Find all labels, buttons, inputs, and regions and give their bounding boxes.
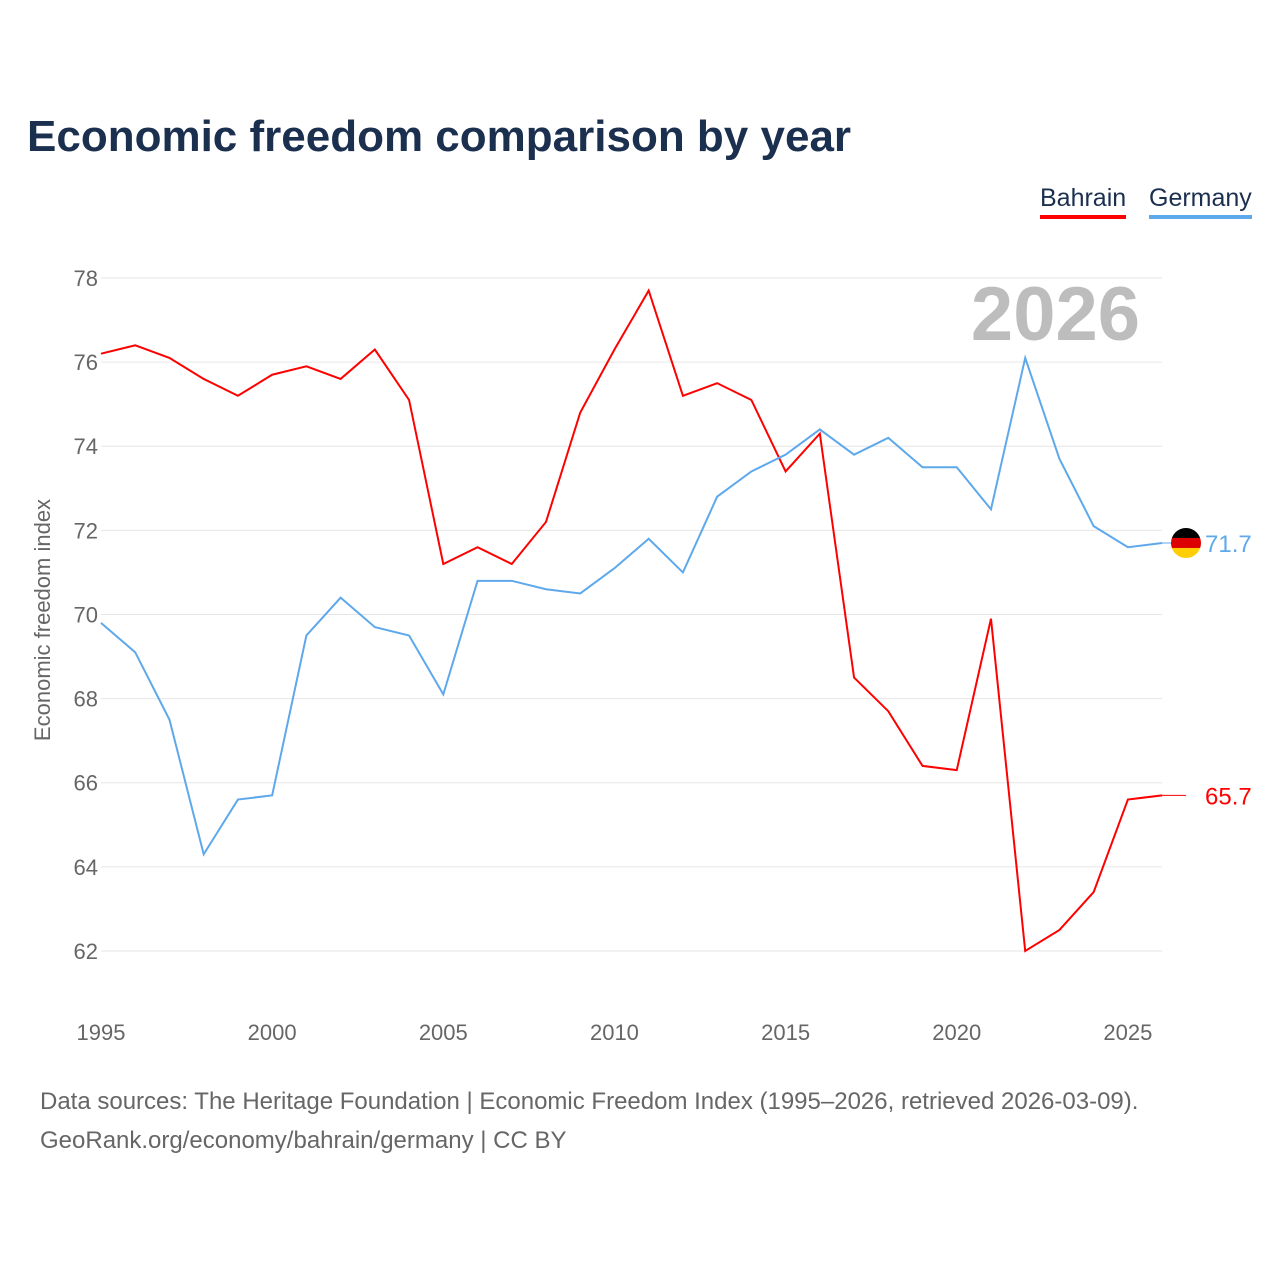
y-tick-label: 74 [74,434,98,459]
footer-sources: Data sources: The Heritage Foundation | … [40,1088,1139,1115]
y-tick-label: 78 [74,266,98,291]
y-tick-label: 72 [74,518,98,543]
chart-title: Economic freedom comparison by year [27,112,852,161]
legend-item-germany[interactable]: Germany [1149,184,1252,219]
end-value-label-bahrain: 65.7 [1205,783,1252,810]
legend-item-bahrain[interactable]: Bahrain [1040,184,1127,219]
y-tick-label: 64 [74,855,98,880]
y-tick-label: 68 [74,687,98,712]
x-tick-label: 2015 [761,1020,810,1045]
x-tick-label: 1995 [77,1020,126,1045]
series-line-germany [100,354,1163,857]
y-tick-label: 70 [74,602,98,627]
y-tick-label: 66 [74,771,98,796]
y-tick-label: 76 [74,350,98,375]
x-tick-label: 2010 [590,1020,639,1045]
x-tick-label: 2000 [248,1020,297,1045]
year-watermark: 2026 [971,272,1140,357]
germany-flag-icon [1171,527,1201,558]
y-axis-label: Economic freedom index [30,499,55,741]
y-tick-label: 62 [74,939,98,964]
series-line-bahrain [100,288,1163,953]
footer-credit: GeoRank.org/economy/bahrain/germany | CC… [40,1127,567,1154]
x-tick-label: 2005 [419,1020,468,1045]
x-tick-label: 2025 [1103,1020,1152,1045]
x-tick-label: 2020 [932,1020,981,1045]
end-value-label-germany: 71.7 [1205,531,1252,558]
